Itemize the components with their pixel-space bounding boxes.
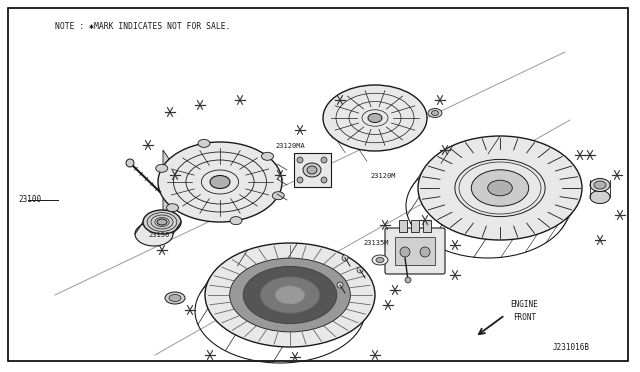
Circle shape — [405, 277, 411, 283]
Ellipse shape — [143, 210, 181, 234]
Circle shape — [342, 255, 348, 261]
Ellipse shape — [169, 295, 181, 301]
Ellipse shape — [166, 204, 179, 212]
Ellipse shape — [431, 110, 438, 115]
Ellipse shape — [230, 258, 350, 332]
Ellipse shape — [262, 152, 273, 160]
Ellipse shape — [488, 180, 512, 196]
Ellipse shape — [243, 266, 337, 324]
Circle shape — [297, 157, 303, 163]
Ellipse shape — [376, 257, 384, 263]
Circle shape — [321, 157, 327, 163]
Ellipse shape — [590, 179, 610, 192]
Text: J231016B: J231016B — [553, 343, 590, 352]
Circle shape — [400, 247, 410, 257]
Ellipse shape — [594, 181, 606, 189]
Ellipse shape — [303, 163, 321, 177]
Ellipse shape — [230, 217, 242, 225]
Ellipse shape — [205, 243, 375, 347]
Ellipse shape — [368, 113, 382, 122]
Bar — [423, 220, 431, 232]
Circle shape — [126, 159, 134, 167]
Text: FRONT: FRONT — [513, 313, 536, 322]
Ellipse shape — [198, 140, 210, 147]
Ellipse shape — [210, 176, 230, 189]
FancyBboxPatch shape — [294, 153, 331, 187]
Ellipse shape — [260, 277, 320, 313]
Ellipse shape — [135, 222, 173, 246]
Text: 23135M: 23135M — [363, 240, 388, 246]
Ellipse shape — [156, 164, 168, 172]
Bar — [399, 220, 407, 232]
Polygon shape — [163, 150, 173, 229]
Ellipse shape — [165, 292, 185, 304]
Text: 23120MA: 23120MA — [275, 143, 305, 149]
Ellipse shape — [372, 255, 388, 265]
Circle shape — [337, 282, 343, 288]
Ellipse shape — [275, 286, 305, 304]
FancyBboxPatch shape — [385, 228, 445, 274]
Ellipse shape — [323, 85, 427, 151]
Text: ENGINE: ENGINE — [510, 300, 538, 309]
Ellipse shape — [418, 136, 582, 240]
Circle shape — [321, 177, 327, 183]
Ellipse shape — [471, 170, 529, 206]
Ellipse shape — [307, 166, 317, 174]
Ellipse shape — [157, 219, 167, 225]
Ellipse shape — [158, 142, 282, 222]
Text: 23150: 23150 — [148, 232, 169, 238]
Bar — [411, 220, 419, 232]
Text: NOTE : ✱MARK INDICATES NOT FOR SALE.: NOTE : ✱MARK INDICATES NOT FOR SALE. — [55, 22, 230, 31]
Circle shape — [420, 247, 430, 257]
Text: 23100: 23100 — [18, 196, 41, 205]
Ellipse shape — [428, 109, 442, 118]
Bar — [395, 237, 435, 265]
Circle shape — [357, 267, 363, 273]
Text: 23120M: 23120M — [370, 173, 396, 179]
Circle shape — [297, 177, 303, 183]
Ellipse shape — [272, 192, 284, 200]
Ellipse shape — [590, 190, 610, 203]
